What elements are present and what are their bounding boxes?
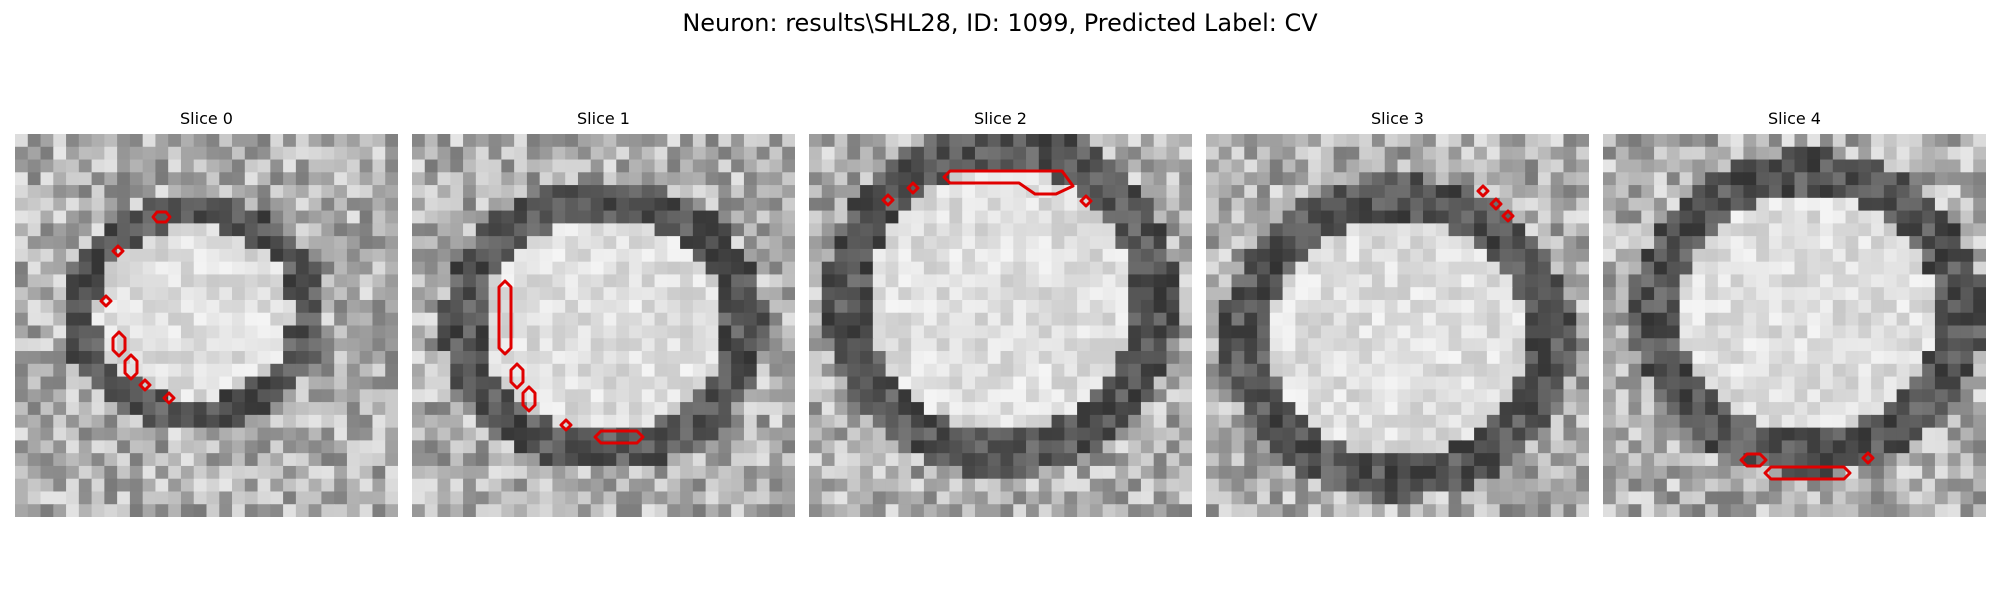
slice-panel-4: Slice 4 — [1603, 105, 1986, 517]
slice-title-1: Slice 1 — [577, 109, 630, 128]
figure-title: Neuron: results\SHL28, ID: 1099, Predict… — [682, 9, 1318, 37]
slice-panel-2: Slice 2 — [809, 105, 1192, 517]
contour-marker — [942, 169, 1075, 196]
slice-title-3: Slice 3 — [1371, 109, 1424, 128]
contour-overlay-0 — [99, 210, 176, 405]
contour-marker — [1079, 194, 1093, 208]
slice-panel-1: Slice 1 — [412, 105, 795, 517]
slice-panel-0: Slice 0 — [15, 105, 398, 517]
slice-image-3 — [1206, 134, 1589, 517]
contour-overlay-4 — [1739, 451, 1875, 481]
slice-image-4 — [1603, 134, 1986, 517]
slice-image-0 — [15, 134, 398, 517]
grayscale-pixels-1 — [412, 134, 795, 517]
contour-overlay-2 — [881, 169, 1093, 208]
contour-marker — [1501, 209, 1515, 223]
contour-marker — [521, 385, 537, 413]
contour-marker — [593, 429, 645, 445]
contour-marker — [497, 279, 513, 356]
contour-overlay-3 — [1476, 184, 1515, 223]
slice-image-2 — [809, 134, 1192, 517]
contour-marker — [111, 330, 127, 358]
contour-marker — [151, 210, 172, 224]
slice-title-0: Slice 0 — [180, 109, 233, 128]
contour-marker — [1861, 451, 1875, 465]
contour-marker — [1476, 184, 1490, 198]
slice-title-2: Slice 2 — [974, 109, 1027, 128]
contour-marker — [111, 244, 125, 258]
grayscale-pixels-0 — [15, 134, 398, 517]
contour-marker — [123, 353, 139, 381]
contour-marker — [1489, 197, 1503, 211]
grayscale-pixels-4 — [1603, 134, 1986, 517]
contour-marker — [162, 391, 176, 405]
slice-image-1 — [412, 134, 795, 517]
contour-marker — [138, 378, 152, 392]
contour-overlay-1 — [497, 279, 645, 445]
contour-marker — [881, 193, 895, 207]
slice-panel-3: Slice 3 — [1206, 105, 1589, 517]
contour-marker — [906, 181, 920, 195]
contour-marker — [1739, 452, 1768, 468]
contour-marker — [99, 294, 113, 308]
slice-title-4: Slice 4 — [1768, 109, 1821, 128]
contour-marker — [559, 418, 573, 432]
grayscale-pixels-3 — [1206, 134, 1589, 517]
contour-marker — [1763, 465, 1852, 481]
grayscale-pixels-2 — [809, 134, 1192, 517]
contour-marker — [509, 362, 525, 390]
